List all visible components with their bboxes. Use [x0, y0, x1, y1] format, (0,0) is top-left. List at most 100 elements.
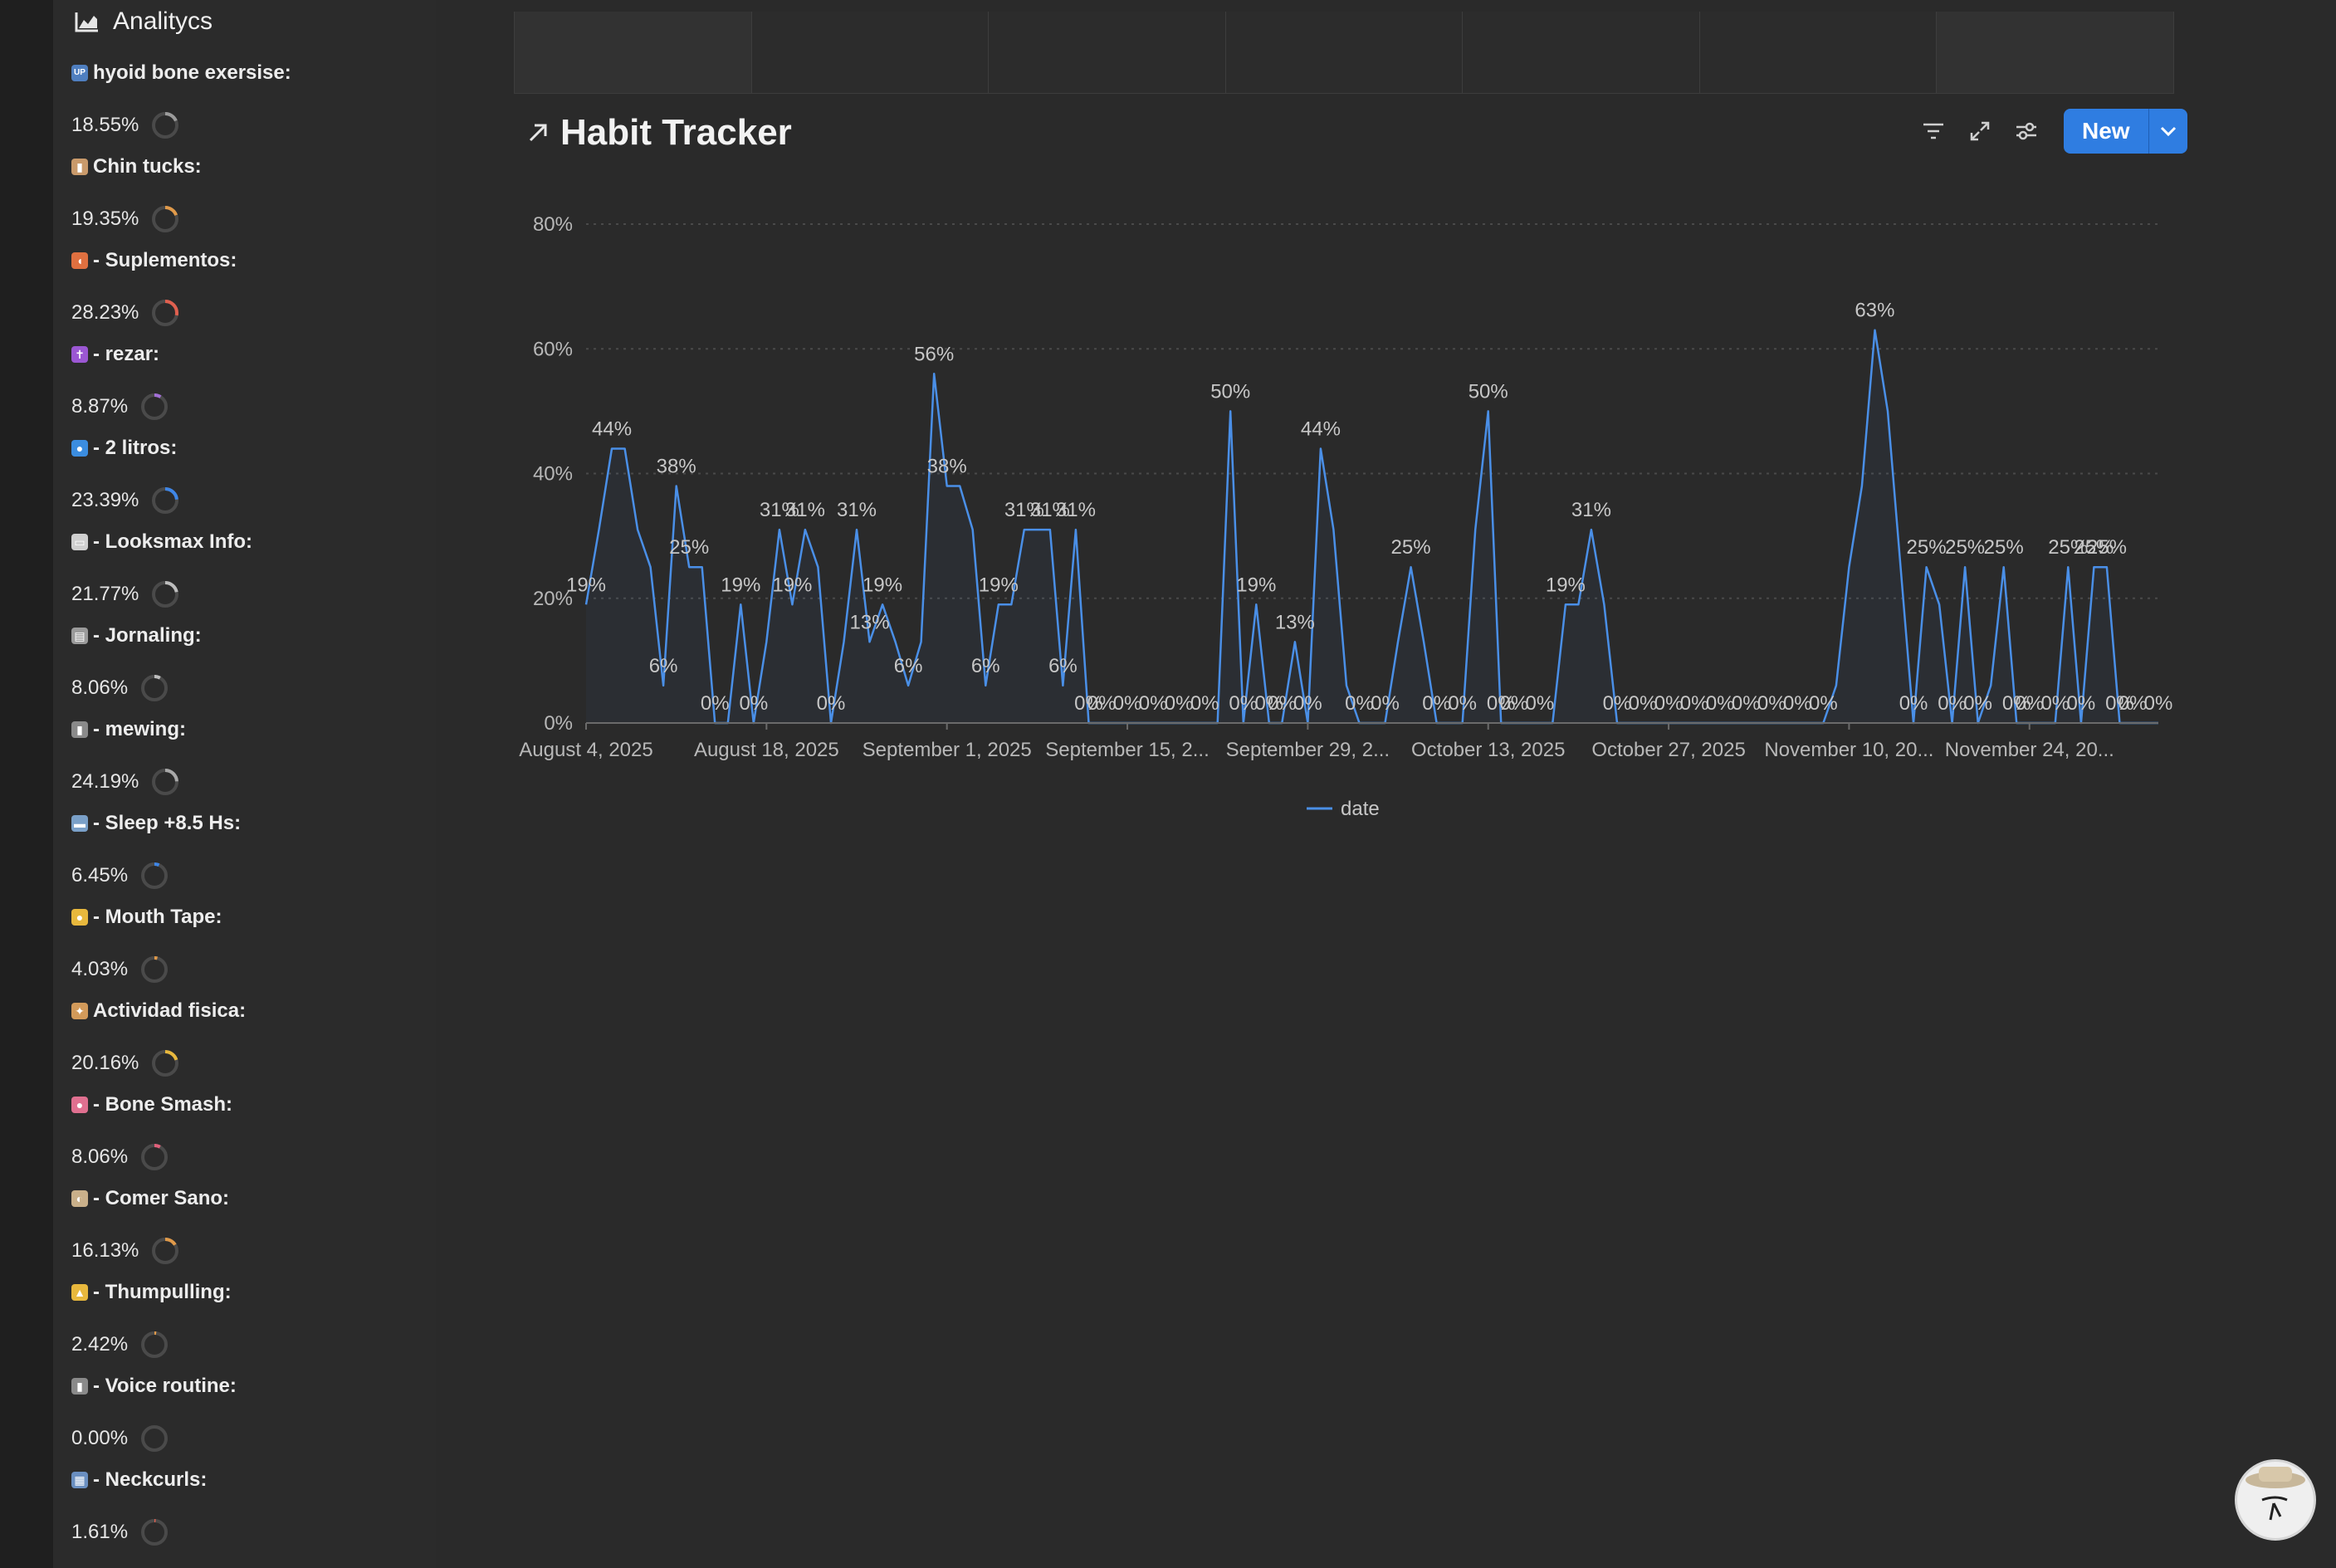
- metric-label: ● - Bone Smash:: [71, 1090, 428, 1120]
- chevron-down-icon[interactable]: [2148, 109, 2187, 154]
- metric-value-row: 19.35%: [71, 204, 428, 234]
- metric-label-text: Actividad fisica:: [93, 999, 247, 1022]
- new-button[interactable]: New: [2082, 118, 2130, 144]
- analytics-header: Analitycs: [75, 5, 213, 38]
- metric-item: ▲ - Thumpulling: 2.42%: [71, 1277, 428, 1360]
- data-label: 25%: [2087, 536, 2127, 559]
- metric-value: 4.03%: [71, 958, 129, 980]
- metric-value: 20.16%: [71, 1052, 139, 1074]
- metric-value: 8.06%: [71, 1145, 129, 1168]
- metric-value-row: 8.87%: [71, 392, 428, 422]
- metric-label-text: Chin tucks:: [93, 155, 202, 178]
- data-label: 0%: [1938, 692, 1967, 715]
- progress-ring-icon: [141, 675, 169, 701]
- metric-item: ▦ - Neckcurls: 1.61%: [71, 1465, 428, 1547]
- progress-ring-icon: [152, 1238, 179, 1264]
- progress-ring-icon: [152, 112, 179, 139]
- data-label: 63%: [1855, 300, 1894, 322]
- habit-emoji-icon: ▦: [71, 1472, 88, 1488]
- habit-emoji-icon: ▮: [71, 159, 88, 175]
- metric-label-text: - Comer Sano:: [93, 1187, 230, 1209]
- metric-item: ▤ - Jornaling: 8.06%: [71, 621, 428, 703]
- y-tick-label: 40%: [533, 463, 573, 486]
- data-label: 0%: [1229, 692, 1258, 715]
- metric-value-row: 4.03%: [71, 955, 428, 984]
- expand-icon[interactable]: [1964, 115, 1996, 147]
- metric-label-text: - Looksmax Info:: [93, 530, 253, 553]
- metric-item: ◐ - Comer Sano: 16.13%: [71, 1184, 428, 1266]
- metric-value: 6.45%: [71, 864, 129, 887]
- strip-cell: [1463, 12, 1700, 93]
- metric-item: ▮ - Voice routine: 0.00%: [71, 1371, 428, 1453]
- sliders-icon[interactable]: [2011, 115, 2042, 147]
- metric-item: ● - Mouth Tape: 4.03%: [71, 902, 428, 984]
- data-label: 19%: [721, 574, 760, 596]
- metric-item: ● - 2 litros: 23.39%: [71, 433, 428, 515]
- data-label: 25%: [2048, 536, 2088, 559]
- y-tick-label: 0%: [544, 712, 573, 735]
- metric-value: 16.13%: [71, 1239, 139, 1262]
- habit-emoji-icon: ✝: [71, 346, 88, 363]
- strip-cell: [515, 12, 752, 93]
- data-label: 0%: [1074, 692, 1103, 715]
- progress-ring-icon: [152, 1050, 179, 1077]
- data-label: 0%: [1525, 692, 1554, 715]
- chart-title-row[interactable]: Habit Tracker: [527, 108, 792, 158]
- x-tick-label: October 13, 2025: [1411, 739, 1565, 761]
- new-button-group: New: [2064, 109, 2187, 154]
- metric-value-row: 16.13%: [71, 1236, 428, 1266]
- assistant-avatar[interactable]: [2235, 1459, 2316, 1541]
- progress-ring-icon: [152, 206, 179, 232]
- progress-ring-icon: [141, 1519, 169, 1546]
- metric-label-text: - 2 litros:: [93, 437, 178, 459]
- metric-label-text: - Jornaling:: [93, 624, 202, 647]
- data-label: 0%: [1268, 692, 1297, 715]
- data-label: 50%: [1469, 380, 1508, 403]
- y-tick-label: 80%: [533, 213, 573, 236]
- progress-ring-icon: [141, 1144, 169, 1170]
- data-label: 25%: [669, 536, 709, 559]
- data-label: 0%: [1293, 692, 1322, 715]
- data-label: 25%: [2074, 536, 2114, 559]
- x-tick-label: October 27, 2025: [1591, 739, 1745, 761]
- y-tick-label: 20%: [533, 588, 573, 610]
- data-label: 0%: [2105, 692, 2134, 715]
- metric-value: 21.77%: [71, 583, 139, 605]
- data-label: 56%: [914, 343, 954, 365]
- metric-label-text: - Bone Smash:: [93, 1093, 233, 1116]
- metric-item: ▬ - Sleep +8.5 Hs: 6.45%: [71, 808, 428, 891]
- chart-icon: [75, 12, 98, 32]
- metric-label: ▦ - Neckcurls:: [71, 1465, 428, 1495]
- data-label: 31%: [760, 499, 799, 521]
- metric-value: 1.61%: [71, 1521, 129, 1543]
- data-label: 19%: [863, 574, 902, 596]
- data-label: 0%: [1680, 692, 1709, 715]
- data-label: 25%: [1984, 536, 2024, 559]
- progress-ring-icon: [141, 1425, 169, 1452]
- metric-value: 24.19%: [71, 770, 139, 793]
- data-label: 38%: [927, 456, 967, 478]
- data-label: 0%: [1654, 692, 1684, 715]
- habit-emoji-icon: ▤: [71, 628, 88, 644]
- filter-icon[interactable]: [1918, 115, 1949, 147]
- metric-value-row: 8.06%: [71, 673, 428, 703]
- progress-ring-icon: [141, 1331, 169, 1358]
- habit-emoji-icon: ▭: [71, 534, 88, 550]
- data-label: 0%: [1757, 692, 1786, 715]
- x-tick-label: August 18, 2025: [694, 739, 839, 761]
- progress-ring-icon: [152, 581, 179, 608]
- habit-emoji-icon: ▮: [71, 1378, 88, 1395]
- data-label: 6%: [894, 655, 923, 677]
- metric-label: ✦ Actividad fisica:: [71, 996, 428, 1026]
- metric-value-row: 2.42%: [71, 1330, 428, 1360]
- metric-label: ▭ - Looksmax Info:: [71, 527, 428, 557]
- metric-label-text: - mewing:: [93, 718, 186, 740]
- data-label: 0%: [1371, 692, 1400, 715]
- data-label: 6%: [1048, 655, 1078, 677]
- metric-label: ▲ - Thumpulling:: [71, 1277, 428, 1307]
- legend-label[interactable]: date: [1341, 798, 1380, 820]
- data-label: 0%: [1254, 692, 1283, 715]
- metric-value: 23.39%: [71, 489, 139, 511]
- analytics-title: Analitycs: [113, 7, 213, 35]
